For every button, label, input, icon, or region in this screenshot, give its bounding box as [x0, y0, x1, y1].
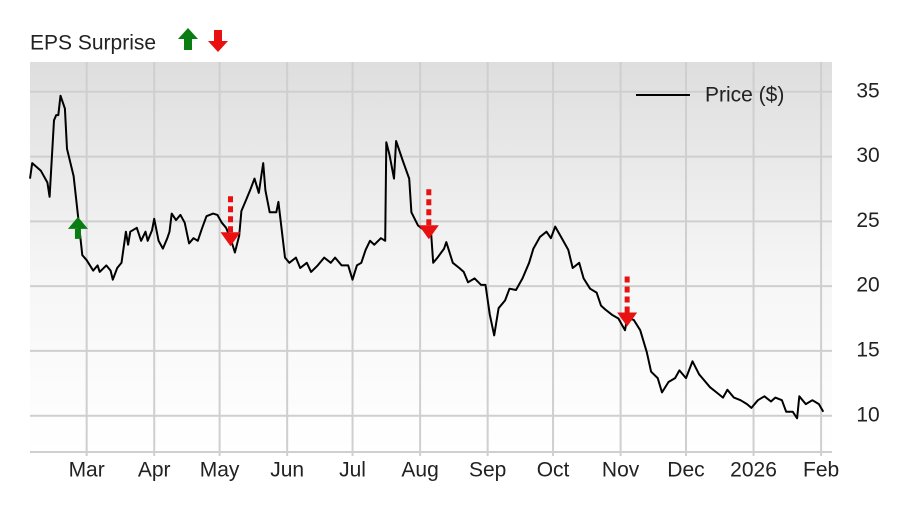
x-tick-label: Dec: [667, 459, 704, 482]
x-tick-label: Nov: [602, 459, 640, 482]
eps-legend-icons: [178, 28, 228, 52]
y-tick-label: 20: [856, 274, 879, 297]
y-tick-label: 15: [856, 338, 879, 361]
marks: [29, 94, 825, 420]
eps-surprise-arrow: [67, 216, 88, 239]
grid: [30, 62, 832, 456]
plot-background: [30, 62, 832, 452]
y-tick-label: 30: [856, 144, 879, 167]
up-icon: [178, 28, 198, 50]
x-tick-label: Aug: [401, 459, 438, 482]
y-tick-label: 35: [856, 79, 879, 102]
arrow-head: [617, 312, 638, 327]
arrow-head: [220, 232, 241, 247]
x-tick-label: Oct: [537, 459, 570, 482]
arrow-head: [67, 216, 88, 229]
arrow-stem: [74, 228, 81, 239]
chart-title: EPS Surprise: [30, 32, 156, 55]
x-tick-label: Mar: [69, 459, 105, 482]
eps-surprise-arrow: [418, 189, 439, 240]
x-tick-label: Feb: [803, 459, 839, 482]
eps-surprise-arrow: [220, 196, 241, 247]
x-tick-label: Jun: [270, 459, 304, 482]
x-tick-label: Apr: [138, 459, 171, 482]
x-tick-label: May: [200, 459, 240, 482]
y-tick-label: 10: [856, 403, 879, 426]
x-tick-label: Sep: [469, 459, 506, 482]
x-tick-label: Jul: [339, 459, 366, 482]
down-icon: [208, 30, 228, 52]
y-tick-label: 25: [856, 209, 879, 232]
price-line: [29, 94, 825, 420]
legend-label: Price ($): [705, 84, 784, 107]
eps-surprise-arrow: [617, 276, 638, 327]
legend: Price ($): [636, 84, 784, 107]
x-tick-label: 2026: [730, 459, 777, 482]
arrow-head: [418, 225, 439, 240]
